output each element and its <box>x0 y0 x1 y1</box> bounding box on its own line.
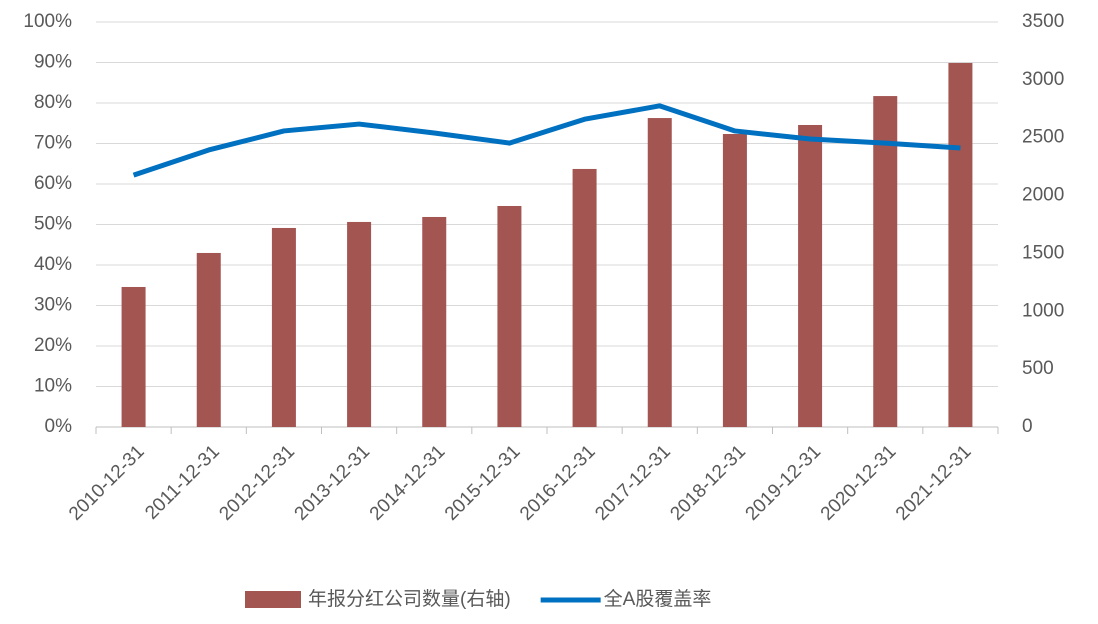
y-tick-label: 100% <box>23 11 72 32</box>
y-tick-label: 60% <box>34 173 72 194</box>
bar <box>722 134 747 428</box>
y-tick-label: 70% <box>34 133 72 154</box>
x-tick-label: 2021-12-31 <box>892 441 976 525</box>
y2-tick-label: 2000 <box>1022 185 1064 206</box>
x-tick-label: 2019-12-31 <box>742 441 826 525</box>
y-tick-label: 90% <box>34 52 72 73</box>
bar <box>271 227 296 427</box>
y2-tick-label: 500 <box>1022 358 1054 379</box>
x-tick-label: 2012-12-31 <box>215 441 299 525</box>
bar <box>121 286 146 427</box>
x-tick-label: 2010-12-31 <box>65 441 149 525</box>
y-tick-label: 30% <box>34 295 72 316</box>
bar <box>948 62 973 427</box>
y-tick-label: 10% <box>34 376 72 397</box>
line <box>132 103 961 178</box>
x-tick-label: 2018-12-31 <box>666 441 750 525</box>
y2-tick-label: 1000 <box>1022 300 1064 321</box>
y-tick-label: 20% <box>34 335 72 356</box>
y2-tick-label: 0 <box>1022 416 1033 437</box>
bar <box>647 118 672 428</box>
bar <box>798 124 823 427</box>
x-tick-label: 2014-12-31 <box>366 441 450 525</box>
y2-tick-label: 3500 <box>1022 11 1064 32</box>
y-tick-label: 80% <box>34 92 72 113</box>
y2-tick-label: 3000 <box>1022 69 1064 90</box>
bar <box>497 205 522 427</box>
y-tick-label: 50% <box>34 214 72 235</box>
bar <box>572 168 597 427</box>
y-tick-label: 40% <box>34 254 72 275</box>
x-tick-label: 2016-12-31 <box>516 441 600 525</box>
x-tick-label: 2013-12-31 <box>291 441 375 525</box>
y-tick-label: 0% <box>45 416 73 437</box>
y2-tick-label: 2500 <box>1022 127 1064 148</box>
x-tick-label: 2011-12-31 <box>141 441 224 524</box>
x-tick-label: 2020-12-31 <box>817 441 901 525</box>
legend-label: 年报分红公司数量(右轴) <box>308 588 511 610</box>
y2-tick-label: 1500 <box>1022 242 1064 263</box>
legend-swatch <box>245 591 301 608</box>
bar <box>873 96 898 428</box>
x-tick-label: 2015-12-31 <box>441 441 525 525</box>
bar <box>196 252 221 427</box>
x-tick-label: 2017-12-31 <box>591 441 675 525</box>
legend-label: 全A股覆盖率 <box>604 588 712 610</box>
bar <box>422 216 447 427</box>
bar <box>347 221 372 427</box>
